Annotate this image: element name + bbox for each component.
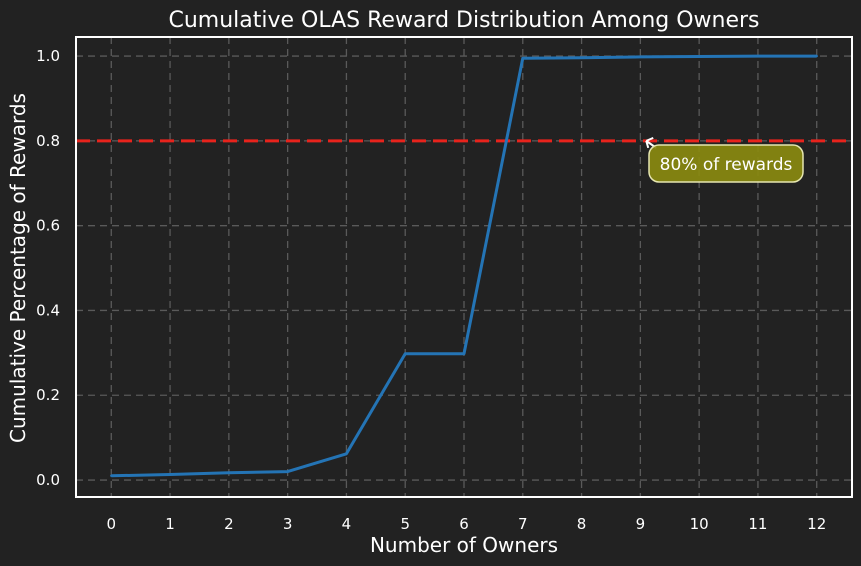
data-point — [756, 54, 760, 58]
data-points — [110, 54, 818, 478]
y-tick-label: 1.0 — [36, 47, 60, 65]
data-point — [697, 55, 701, 58]
y-axis-ticks: 0.0 0.2 0.4 0.6 0.8 1.0 — [36, 47, 60, 489]
data-point — [815, 54, 818, 58]
data-point — [345, 452, 348, 455]
data-point — [168, 473, 172, 476]
plot-frame — [75, 36, 853, 498]
x-tick-label: 4 — [342, 515, 352, 533]
x-tick-label: 9 — [636, 515, 646, 533]
data-point — [639, 55, 642, 59]
annotation-80-percent: 80% of rewards — [645, 136, 804, 183]
annotation-label: 80% of rewards — [660, 155, 793, 175]
y-tick-label: 0.2 — [36, 386, 60, 404]
y-tick-label: 0.8 — [36, 132, 60, 150]
x-tick-label: 7 — [518, 515, 528, 533]
y-tick-label: 0.6 — [36, 217, 60, 235]
x-tick-label: 8 — [577, 515, 587, 533]
x-tick-label: 12 — [807, 515, 826, 533]
grid — [76, 37, 852, 497]
x-tick-label: 2 — [224, 515, 234, 533]
data-point — [286, 470, 289, 473]
annotation-box — [648, 144, 804, 183]
data-point — [227, 471, 231, 475]
x-tick-label: 3 — [283, 515, 293, 533]
y-tick-label: 0.4 — [36, 301, 60, 319]
x-tick-label: 6 — [459, 515, 469, 533]
data-point — [580, 56, 583, 59]
x-tick-label: 1 — [165, 515, 175, 533]
x-tick-label: 11 — [748, 515, 767, 533]
y-tick-label: 0.0 — [36, 471, 60, 489]
data-point — [521, 56, 524, 60]
x-tick-label: 5 — [400, 515, 410, 533]
x-axis-ticks: 0 1 2 3 4 5 6 7 8 9 10 11 12 — [106, 515, 826, 533]
x-axis-label: Number of Owners — [370, 533, 558, 557]
x-tick-label: 10 — [690, 515, 709, 533]
data-point — [110, 474, 113, 478]
data-point — [462, 352, 466, 355]
y-axis-label: Cumulative Percentage of Rewards — [6, 93, 30, 443]
chart-title: Cumulative OLAS Reward Distribution Amon… — [168, 8, 759, 33]
x-tick-label: 0 — [106, 515, 116, 533]
data-point — [404, 352, 407, 355]
